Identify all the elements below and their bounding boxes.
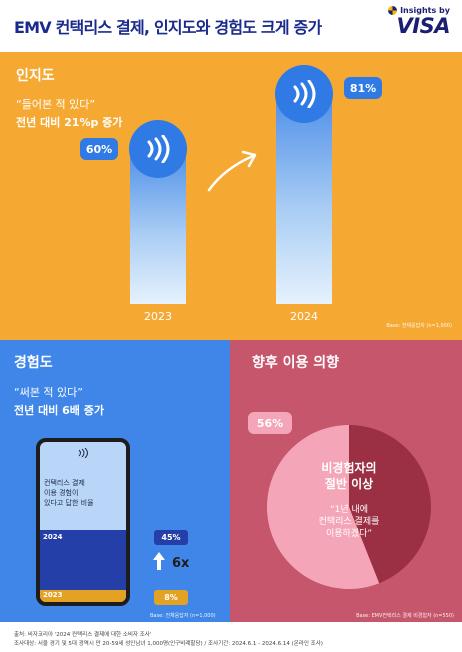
value-badge-2024: 45% bbox=[154, 530, 188, 545]
header: EMV 컨택리스 결제, 인지도와 경험도 크게 증가 Insights by … bbox=[0, 0, 462, 52]
visa-logo: VISA bbox=[396, 14, 451, 38]
awareness-sub: 전년 대비 21%p 증가 bbox=[16, 116, 123, 129]
brand-logo: Insights by VISA bbox=[388, 6, 450, 37]
multiplier-label: 6x bbox=[172, 556, 190, 571]
awareness-year-label: 2024 bbox=[290, 310, 318, 323]
footer-method: 조사대상: 서울 경기 및 5대 광역시 만 20-59세 성인남녀 1,000… bbox=[14, 641, 323, 647]
contactless-icon bbox=[129, 120, 187, 178]
pie-center-quote-line: 컨택리스 결제를 bbox=[318, 517, 380, 527]
up-arrow-icon bbox=[153, 552, 165, 570]
insights-icon bbox=[388, 6, 398, 15]
pie-center-quote-line: 이용하겠다” bbox=[325, 529, 373, 539]
intent-pie-chart bbox=[267, 425, 431, 589]
pie-center-title: 비경험자의 절반 이상 bbox=[304, 460, 394, 492]
awareness-value-label: 81% bbox=[344, 77, 382, 100]
page-title: EMV 컨택리스 결제, 인지도와 경험도 크게 증가 bbox=[14, 18, 322, 37]
pie-slice-main bbox=[267, 425, 380, 589]
pie-value-badge: 56% bbox=[248, 412, 292, 434]
year-label-2023: 2023 bbox=[43, 591, 63, 599]
awareness-base-note: Base: 전체응답자 (n=1,000) bbox=[386, 323, 452, 329]
phone-caption-line: 컨택리스 결제 bbox=[44, 479, 85, 487]
footer-source: 출처: 비자코리아 '2024 컨택리스 결제에 대한 소비자 조사' bbox=[14, 632, 152, 638]
value-badge-2023: 8% bbox=[154, 590, 188, 605]
phone-caption-line: 이용 경험이 bbox=[44, 489, 79, 497]
contactless-icon bbox=[275, 65, 333, 124]
pie-center-title-line: 절반 이상 bbox=[324, 477, 374, 491]
phone-caption-line: 있다고 답한 비율 bbox=[44, 499, 94, 507]
phone-illustration: 컨택리스 결제 이용 경험이 있다고 답한 비율 2024 2023 bbox=[36, 438, 130, 606]
pie-center-quote-line: “1년 내에 bbox=[329, 505, 369, 515]
year-label-2024: 2024 bbox=[43, 533, 63, 541]
pie-slice-rest bbox=[349, 425, 431, 584]
intent-section: 향후 이용 의향 비경험자의 절반 이상 “1년 내에 컨택리스 결제를 이용하… bbox=[230, 340, 462, 622]
awareness-value-label: 60% bbox=[80, 138, 118, 160]
experience-sub: 전년 대비 6배 증가 bbox=[14, 404, 104, 417]
awareness-year-label: 2023 bbox=[144, 310, 172, 323]
experience-quote: “써본 적 있다” bbox=[14, 386, 83, 399]
brand-small-row: Insights by bbox=[388, 6, 450, 15]
pie-center-title-line: 비경험자의 bbox=[321, 461, 377, 475]
awareness-quote: “들어본 적 있다” bbox=[16, 98, 96, 111]
awareness-bar-2024 bbox=[276, 93, 332, 304]
intent-base-note: Base: EMV컨택리스 결제 비경험자 (n=550) bbox=[356, 613, 454, 619]
experience-heading: 경험도 bbox=[14, 355, 53, 371]
experience-base-note: Base: 전체응답자 (n=1,000) bbox=[150, 613, 216, 619]
intent-heading: 향후 이용 의향 bbox=[252, 355, 340, 371]
brand-small-text: Insights by bbox=[400, 6, 450, 15]
awareness-section: 인지도 “들어본 적 있다” 전년 대비 21%p 증가 60% 2023 81% 2… bbox=[0, 52, 462, 340]
footer: 출처: 비자코리아 '2024 컨택리스 결제에 대한 소비자 조사' 조사대상… bbox=[0, 622, 462, 652]
awareness-heading: 인지도 bbox=[16, 68, 55, 84]
contactless-icon bbox=[78, 448, 88, 458]
bar-2024-region: 2024 bbox=[40, 530, 126, 590]
pie-center-quote: “1년 내에 컨택리스 결제를 이용하겠다” bbox=[292, 504, 406, 540]
growth-arrow-icon bbox=[207, 150, 257, 192]
bar-2023-region: 2023 bbox=[40, 590, 126, 602]
phone-caption: 컨택리스 결제 이용 경험이 있다고 답한 비율 bbox=[44, 478, 94, 508]
